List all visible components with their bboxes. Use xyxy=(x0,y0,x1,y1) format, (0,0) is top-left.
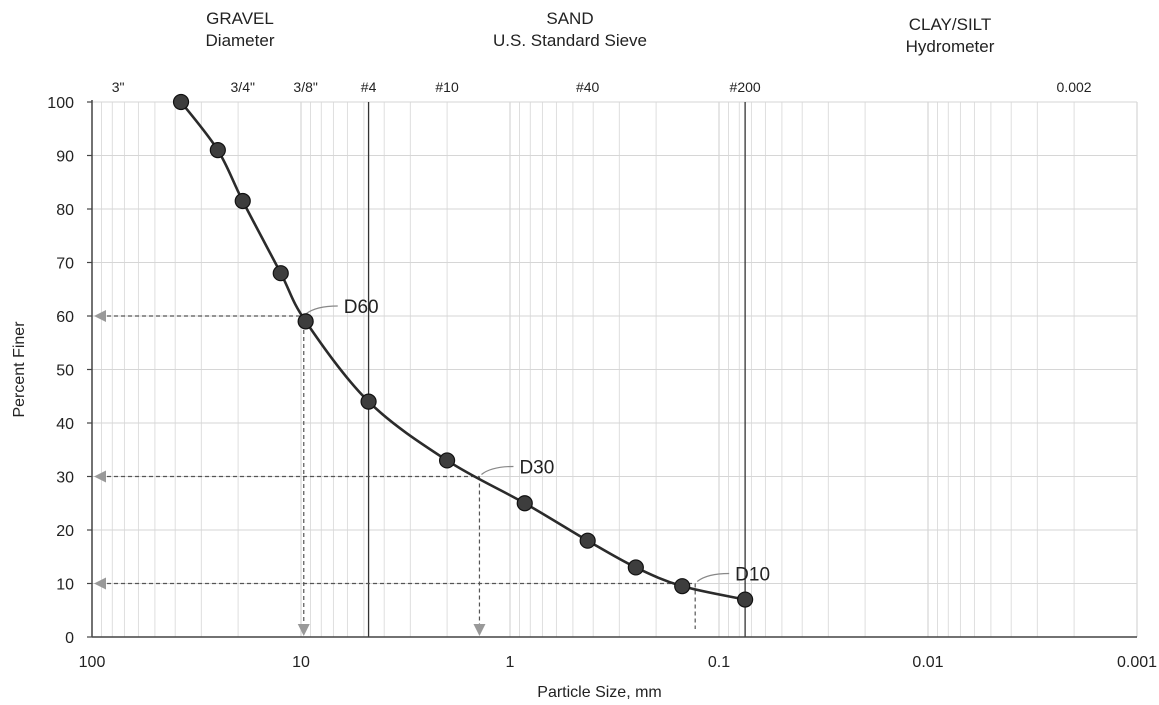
y-tick-label: 50 xyxy=(56,363,74,380)
sieve-label: #4 xyxy=(361,79,377,95)
data-point xyxy=(209,142,226,159)
sieve-label: 3" xyxy=(112,79,125,95)
y-tick-label: 70 xyxy=(56,256,74,273)
sieve-label: #40 xyxy=(576,79,600,95)
y-tick-label: 60 xyxy=(56,309,74,326)
x-tick-label: 0.001 xyxy=(1117,654,1157,671)
y-tick-label: 0 xyxy=(65,630,74,647)
guide-arrow-down xyxy=(297,624,310,636)
data-point xyxy=(297,313,314,330)
data-point xyxy=(360,393,377,410)
y-axis-title: Percent Finer xyxy=(11,321,28,418)
sand-title: SAND xyxy=(546,9,594,28)
data-point xyxy=(172,93,190,111)
x-axis-title: Particle Size, mm xyxy=(537,684,661,701)
data-point xyxy=(438,452,456,469)
axes xyxy=(87,100,1137,638)
curve-line xyxy=(179,101,746,601)
y-tick-label: 30 xyxy=(56,470,74,487)
y-tick-label: 100 xyxy=(47,95,74,112)
data-point xyxy=(627,559,644,576)
data-point xyxy=(516,495,533,512)
y-tick-label: 20 xyxy=(56,523,74,540)
y-tick-label: 40 xyxy=(56,416,74,433)
sieve-label: #10 xyxy=(435,79,459,95)
x-tick-label: 1 xyxy=(506,654,515,671)
data-point xyxy=(737,591,754,608)
annotation-d10: D10 xyxy=(735,565,770,586)
annotation-d30: D30 xyxy=(519,458,554,479)
clay-subtitle: Hydrometer xyxy=(905,37,995,56)
x-tick-label: 0.01 xyxy=(912,654,943,671)
annotation-leader xyxy=(696,572,730,582)
sand-header: SAND U.S. Standard Sieve xyxy=(460,8,680,52)
sand-subtitle: U.S. Standard Sieve xyxy=(492,31,648,50)
annotation-leader xyxy=(305,305,338,315)
guide-arrow-down xyxy=(473,624,486,636)
sieve-label: 3/8" xyxy=(293,79,317,95)
clay-header: CLAY/SILT Hydrometer xyxy=(870,14,1030,58)
y-tick-label: 10 xyxy=(56,577,74,594)
x-tick-label: 10 xyxy=(292,654,310,671)
sieve-label: 0.002 xyxy=(1057,79,1092,95)
y-tick-label: 80 xyxy=(56,202,74,219)
annotation-d60: D60 xyxy=(344,297,379,318)
guide-arrow-left xyxy=(94,470,106,483)
data-point xyxy=(272,265,289,282)
data-point xyxy=(579,532,596,549)
sieve-label: #200 xyxy=(730,79,761,95)
x-tick-label: 100 xyxy=(79,654,106,671)
gravel-title: GRAVEL xyxy=(206,9,274,28)
x-tick-label: 0.1 xyxy=(708,654,730,671)
data-point xyxy=(674,578,691,595)
guide-arrow-left xyxy=(94,577,106,590)
labels: 0 10 20 30 40 50 60 70 80 90 100 100 10 1 0.1 0.01 0.001… xyxy=(11,79,1157,701)
guide-arrow-left xyxy=(94,310,106,322)
guide-lines xyxy=(94,305,730,636)
y-tick-label: 90 xyxy=(56,149,74,166)
data-point xyxy=(234,192,251,210)
gravel-header: GRAVEL Diameter xyxy=(180,8,300,52)
annotation-leader xyxy=(481,465,514,475)
sieve-label: 3/4" xyxy=(231,79,255,95)
gradation-curve xyxy=(172,93,754,608)
clay-title: CLAY/SILT xyxy=(908,15,992,34)
gravel-subtitle: Diameter xyxy=(205,31,275,50)
